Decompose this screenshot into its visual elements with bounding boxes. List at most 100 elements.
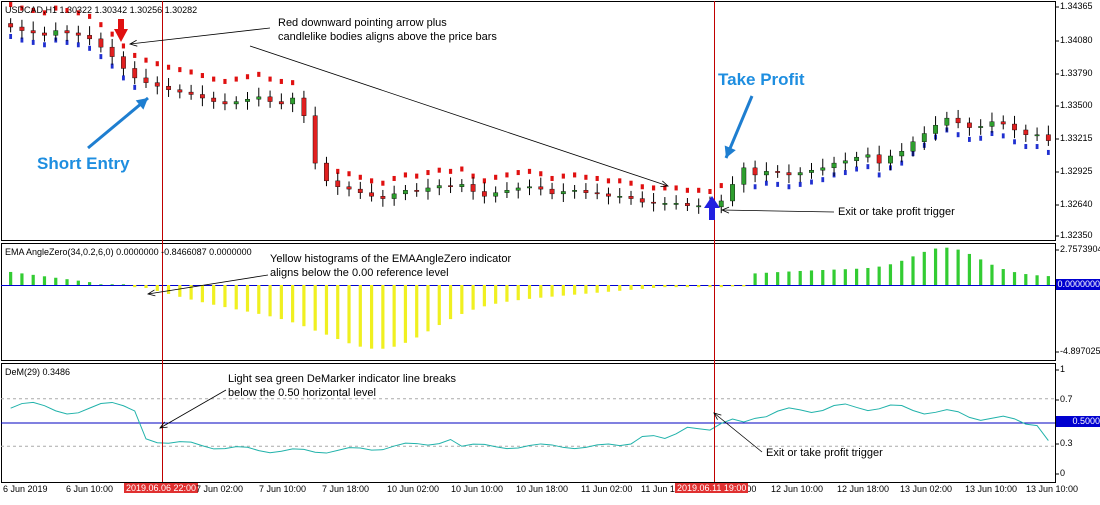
candle-body <box>425 187 431 192</box>
candle-body <box>8 23 14 28</box>
take-profit-callout-arrow-head <box>724 145 736 158</box>
upper-band-dot <box>392 175 396 181</box>
lower-band-dot <box>956 132 960 138</box>
lower-band-dot <box>798 181 802 187</box>
ema-histogram-bar <box>505 285 509 302</box>
candle-body <box>188 91 194 95</box>
candle-body <box>967 122 972 128</box>
ema-histogram-bar <box>742 285 746 287</box>
upper-band-dot <box>505 172 509 178</box>
candle-body <box>267 96 273 102</box>
ema-histogram-bar <box>584 285 588 294</box>
candle-body <box>741 167 747 185</box>
lower-band-dot <box>1013 139 1016 145</box>
ema-histogram-bar <box>110 284 114 285</box>
candle-body <box>166 85 171 90</box>
buy-arrow-icon <box>704 196 720 208</box>
candle-body <box>820 167 826 171</box>
ema-histogram-bar <box>392 285 396 347</box>
ema-histogram-bar <box>561 285 565 296</box>
ema-histogram-bar <box>223 285 227 308</box>
demarker-panel <box>1 398 1055 454</box>
upper-band-dot <box>144 57 148 63</box>
candle-body <box>75 32 81 36</box>
upper-band-dot <box>415 173 419 179</box>
ema-histogram-bar <box>967 253 972 285</box>
lower-band-dot <box>900 160 904 166</box>
candle-body <box>718 200 724 208</box>
lower-band-dot <box>1001 133 1005 139</box>
lower-band-dot <box>979 135 983 141</box>
candle-body <box>346 186 352 190</box>
upper-band-dot <box>99 22 103 28</box>
dem-ytick: 1 <box>1060 364 1066 374</box>
ema-histogram-bar <box>42 276 47 285</box>
ema-histogram-bar <box>257 285 261 314</box>
upper-band-dot <box>471 173 475 179</box>
upper-band-dot <box>178 67 182 73</box>
ema-histogram-bar <box>651 285 656 288</box>
ema-histogram-bar <box>460 285 464 314</box>
upper-band-dot <box>155 61 159 67</box>
ema-pointer-head <box>146 289 156 297</box>
ema-ytick: 2.7573904 <box>1060 244 1100 254</box>
candle-body <box>933 125 938 134</box>
panel-border <box>1 1 1056 241</box>
lower-band-dot <box>9 33 13 39</box>
dem-pointer-head <box>159 421 168 429</box>
candle-body <box>121 56 126 69</box>
ema-histogram-bar <box>798 270 802 285</box>
dem-annotation: Light sea green DeMarker indicator line … <box>228 373 457 399</box>
upper-band-dot <box>640 184 644 190</box>
upper-band-dot <box>516 170 520 176</box>
dem-exit-pointer <box>713 412 763 453</box>
ema-histogram-bar <box>144 285 148 289</box>
panel-border <box>1 243 1056 361</box>
candle-body <box>53 30 59 36</box>
candle-body <box>470 184 476 192</box>
ema-histogram-bar <box>674 285 678 288</box>
ema-histogram-bar <box>1035 275 1039 285</box>
ema-histogram-bar <box>697 285 701 288</box>
candle-body <box>448 185 453 187</box>
red-arrow-pointer <box>249 45 669 187</box>
lower-band-dot <box>821 177 825 183</box>
price-ytick: 1.32925 <box>1060 166 1093 176</box>
ema-histogram-bar <box>279 285 283 320</box>
ema-histogram-bar <box>20 273 24 285</box>
price-ytick: 1.34365 <box>1060 1 1093 11</box>
upper-band-dot <box>336 168 340 174</box>
candle-body <box>30 30 36 34</box>
upper-band-dot <box>291 80 295 86</box>
ema-histogram-bar <box>313 285 317 331</box>
lower-band-dot <box>866 164 870 170</box>
ema-histogram-bar <box>900 260 904 285</box>
ema-histogram-bar <box>945 247 949 285</box>
candle-body <box>899 151 905 157</box>
demarker-line <box>10 401 1049 454</box>
upper-band-dot <box>426 170 430 176</box>
upper-band-dot <box>651 185 656 191</box>
ema-histogram-bar <box>87 282 92 285</box>
ema-histogram-bar <box>336 285 340 340</box>
candle-body <box>560 191 566 195</box>
lower-band-dot <box>776 181 780 187</box>
take-profit-label: Take Profit <box>718 70 805 89</box>
ema-histogram-bar <box>606 285 611 292</box>
candle-body <box>685 203 690 206</box>
ema-histogram-bar <box>426 285 430 332</box>
upper-band-dot <box>110 31 114 37</box>
candle-body <box>290 97 296 105</box>
x-axis-label: 6 Jun 2019 <box>3 484 48 494</box>
ema-histogram-bar <box>268 285 272 317</box>
candle-body <box>1023 129 1029 135</box>
ema-histogram-bar <box>178 285 182 297</box>
upper-band-dot <box>20 5 24 11</box>
candle-body <box>199 94 205 99</box>
price-panel <box>8 2 1051 215</box>
ema-histogram-bar <box>595 285 599 293</box>
ema-histogram-bar <box>324 285 329 335</box>
ema-histogram-bar <box>730 285 735 287</box>
candle-body <box>493 192 499 197</box>
